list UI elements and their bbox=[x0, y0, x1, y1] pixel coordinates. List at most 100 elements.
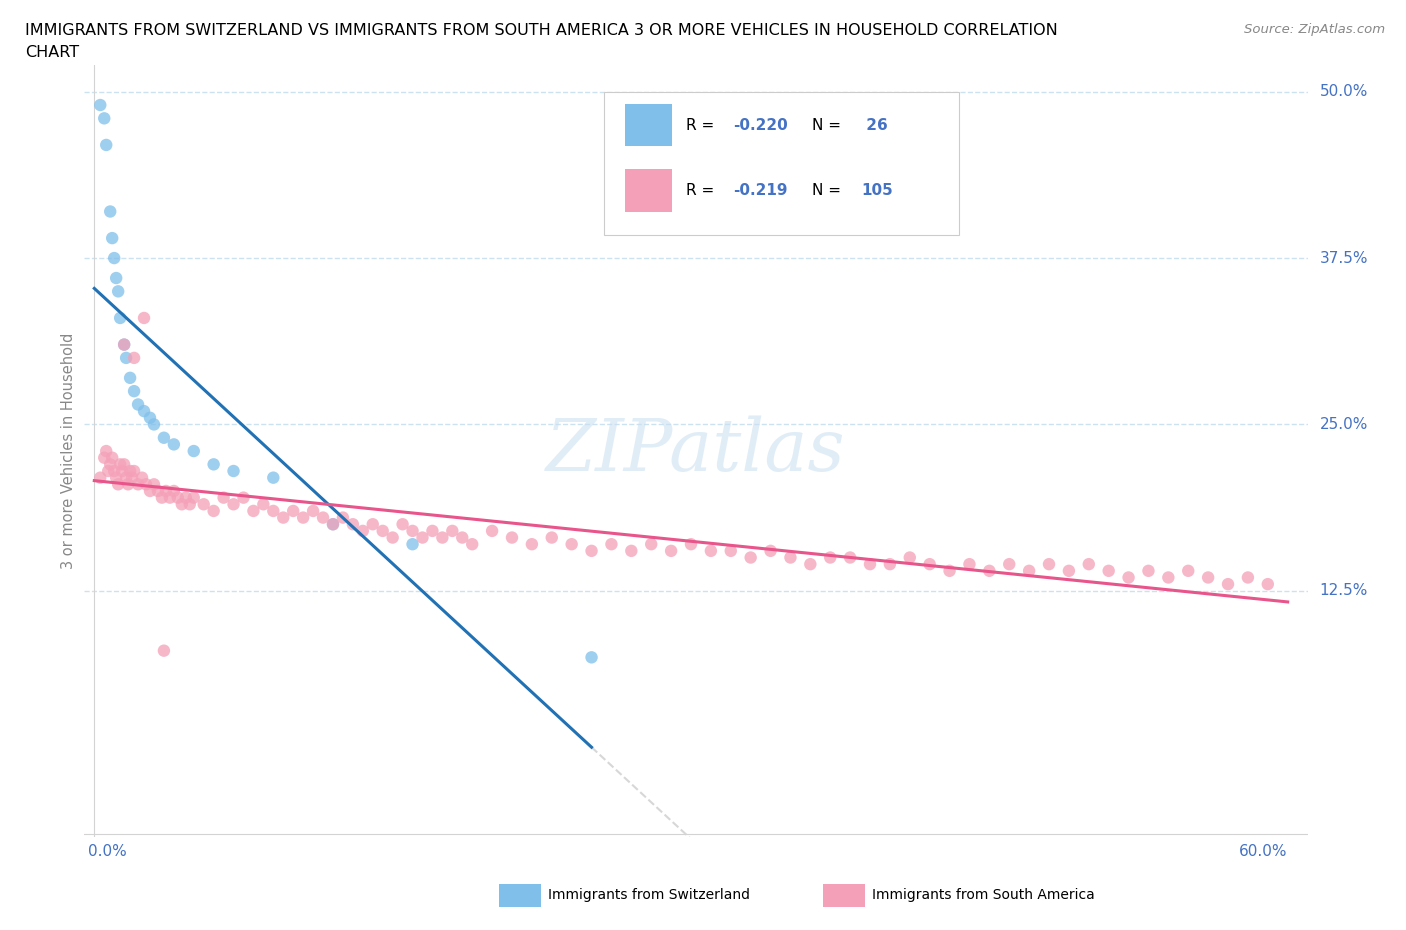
Point bbox=[879, 557, 901, 572]
Point bbox=[898, 550, 921, 565]
Text: 50.0%: 50.0% bbox=[1320, 85, 1368, 100]
Point bbox=[262, 471, 284, 485]
Point bbox=[143, 477, 166, 492]
Point bbox=[107, 477, 129, 492]
Text: Source: ZipAtlas.com: Source: ZipAtlas.com bbox=[1244, 23, 1385, 36]
Point bbox=[818, 550, 841, 565]
Point bbox=[581, 543, 603, 558]
Point bbox=[183, 444, 205, 458]
Point bbox=[121, 471, 143, 485]
Point bbox=[779, 550, 801, 565]
Point bbox=[107, 284, 129, 299]
Point bbox=[501, 530, 523, 545]
Point bbox=[441, 524, 464, 538]
Text: 26: 26 bbox=[860, 118, 887, 133]
Point bbox=[122, 463, 145, 478]
Point bbox=[135, 477, 157, 492]
Point bbox=[222, 463, 245, 478]
Point bbox=[122, 351, 145, 365]
Point bbox=[332, 511, 354, 525]
Point bbox=[361, 517, 384, 532]
Point bbox=[202, 457, 225, 472]
Point bbox=[938, 564, 960, 578]
Point bbox=[132, 311, 155, 325]
Text: R =: R = bbox=[686, 182, 720, 198]
Point bbox=[101, 231, 124, 246]
Text: Immigrants from Switzerland: Immigrants from Switzerland bbox=[548, 887, 751, 902]
FancyBboxPatch shape bbox=[605, 92, 959, 235]
Point bbox=[96, 138, 118, 153]
Point bbox=[700, 543, 723, 558]
Point bbox=[659, 543, 682, 558]
Text: CHART: CHART bbox=[25, 45, 79, 60]
Text: N =: N = bbox=[813, 182, 846, 198]
Point bbox=[212, 490, 235, 505]
Point bbox=[391, 517, 413, 532]
Point bbox=[561, 537, 583, 551]
Point bbox=[401, 537, 423, 551]
Point bbox=[143, 417, 166, 432]
Text: N =: N = bbox=[813, 118, 846, 133]
Point bbox=[979, 564, 1001, 578]
Point bbox=[799, 557, 821, 572]
Point bbox=[103, 463, 125, 478]
Point bbox=[139, 410, 162, 425]
Point bbox=[998, 557, 1021, 572]
Point bbox=[232, 490, 254, 505]
Point bbox=[96, 444, 118, 458]
Point bbox=[112, 338, 135, 352]
Point bbox=[93, 111, 115, 126]
Point bbox=[839, 550, 862, 565]
Point bbox=[292, 511, 315, 525]
Point bbox=[153, 644, 176, 658]
Point bbox=[1077, 557, 1099, 572]
Point bbox=[111, 463, 134, 478]
Point bbox=[1137, 564, 1160, 578]
Point bbox=[163, 484, 186, 498]
Point bbox=[411, 530, 433, 545]
Point bbox=[120, 370, 142, 385]
Point bbox=[183, 490, 205, 505]
Point bbox=[640, 537, 662, 551]
Point bbox=[432, 530, 454, 545]
Point bbox=[262, 503, 284, 518]
Text: Immigrants from South America: Immigrants from South America bbox=[872, 887, 1094, 902]
Bar bbox=[626, 103, 672, 146]
Point bbox=[381, 530, 404, 545]
Point bbox=[97, 463, 120, 478]
Point bbox=[1237, 570, 1260, 585]
Bar bbox=[626, 169, 672, 212]
Point bbox=[918, 557, 941, 572]
Point bbox=[127, 477, 149, 492]
Point bbox=[581, 650, 603, 665]
Point bbox=[422, 524, 444, 538]
Point bbox=[242, 503, 264, 518]
Point bbox=[89, 98, 111, 113]
Point bbox=[146, 484, 169, 498]
Point bbox=[461, 537, 484, 551]
Point bbox=[1118, 570, 1140, 585]
Point bbox=[1257, 577, 1279, 591]
Point bbox=[93, 450, 115, 465]
Point bbox=[1098, 564, 1121, 578]
Point bbox=[120, 463, 142, 478]
Point bbox=[103, 251, 125, 266]
Point bbox=[105, 271, 128, 286]
Text: -0.219: -0.219 bbox=[733, 182, 787, 198]
Point bbox=[322, 517, 344, 532]
Point bbox=[127, 397, 149, 412]
Text: R =: R = bbox=[686, 118, 720, 133]
Point bbox=[101, 450, 124, 465]
Point bbox=[600, 537, 623, 551]
Point bbox=[540, 530, 562, 545]
Point bbox=[153, 431, 176, 445]
Point bbox=[139, 484, 162, 498]
Point bbox=[1197, 570, 1219, 585]
Text: 12.5%: 12.5% bbox=[1320, 583, 1368, 598]
Text: 37.5%: 37.5% bbox=[1320, 250, 1368, 266]
Point bbox=[112, 338, 135, 352]
Point bbox=[112, 457, 135, 472]
Text: 105: 105 bbox=[860, 182, 893, 198]
Point bbox=[115, 351, 138, 365]
Point bbox=[150, 490, 173, 505]
